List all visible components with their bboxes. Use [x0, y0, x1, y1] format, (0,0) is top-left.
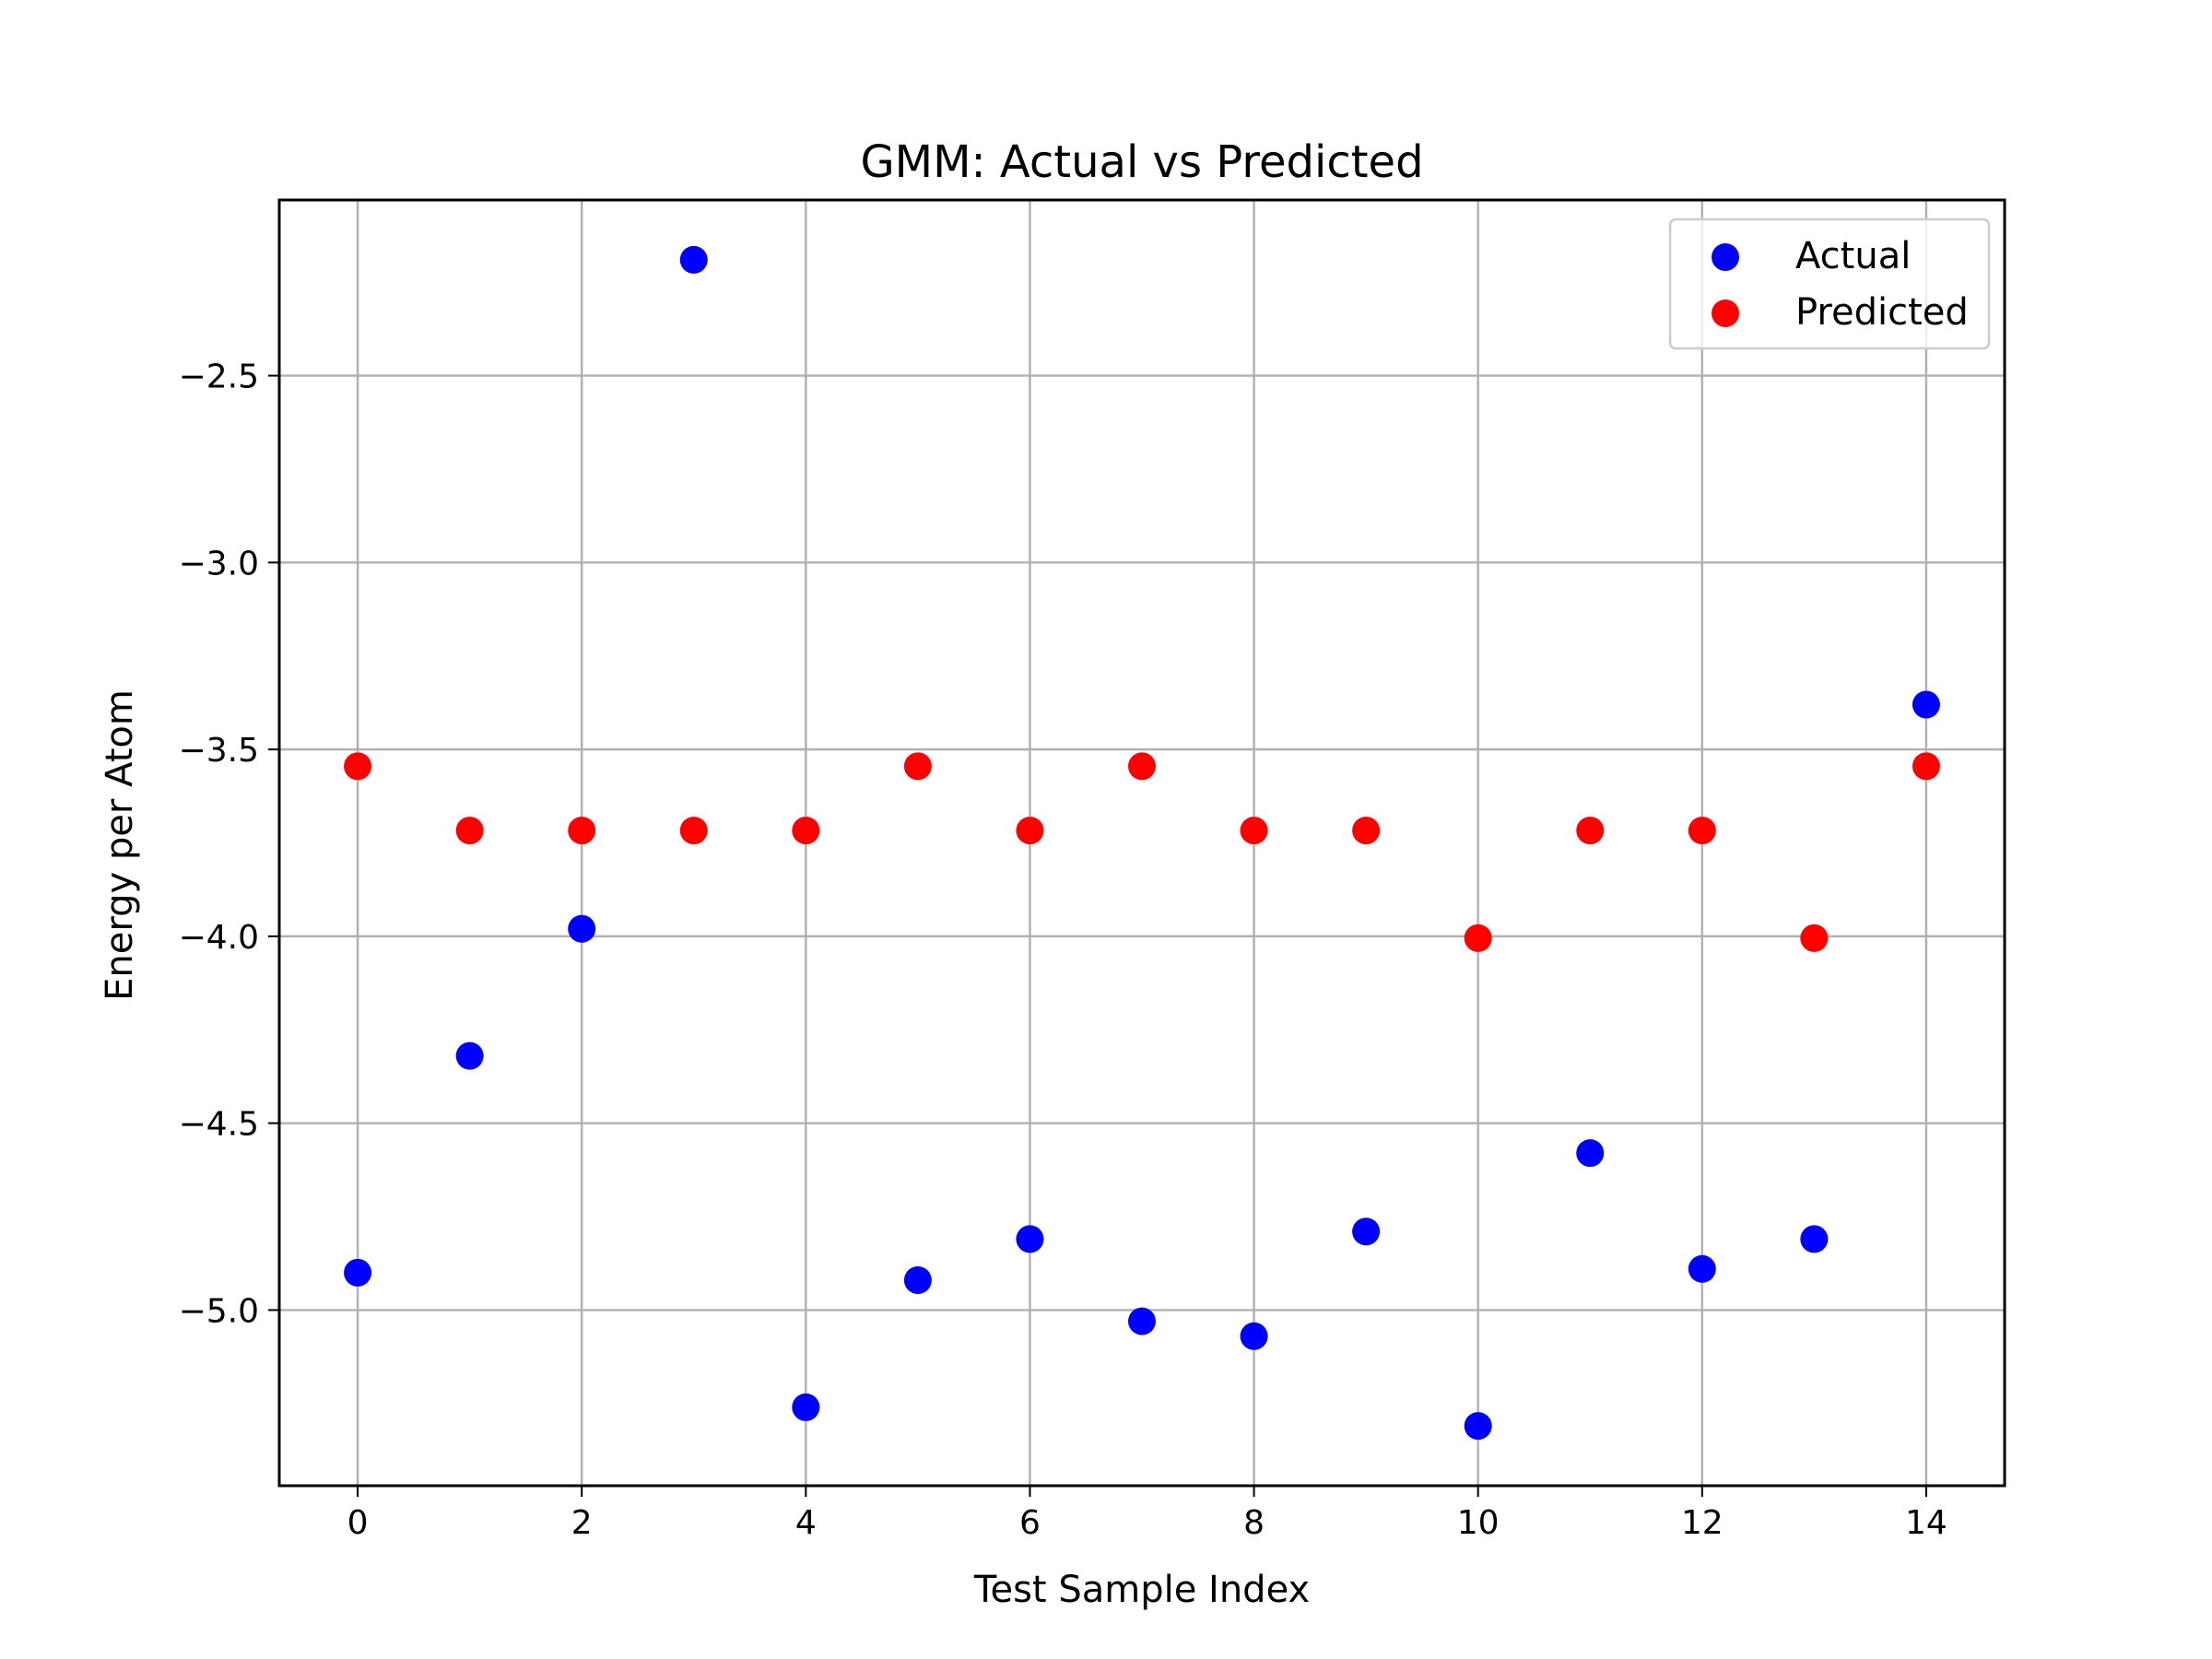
predicted-point	[903, 752, 932, 781]
predicted-point	[344, 752, 372, 781]
actual-point	[1576, 1139, 1605, 1168]
actual-point	[344, 1258, 372, 1287]
actual-point	[1240, 1322, 1268, 1350]
predicted-point	[1576, 817, 1605, 845]
y-axis-label: Energy per Atom	[99, 689, 141, 1001]
plot-frame	[277, 198, 2006, 1488]
predicted-point	[1352, 817, 1381, 845]
x-axis-label: Test Sample Index	[973, 1569, 1310, 1611]
predicted-point	[1240, 817, 1268, 845]
legend-marker-actual	[1712, 243, 1739, 271]
actual-point	[679, 245, 708, 274]
data-points	[344, 245, 1940, 1441]
predicted-point	[1912, 752, 1940, 781]
x-tick-label: 14	[1905, 1504, 1947, 1542]
legend: Actual Predicted	[1668, 218, 1991, 350]
actual-point	[455, 1041, 484, 1070]
actual-point	[568, 914, 596, 943]
predicted-point	[1688, 817, 1716, 845]
legend-marker-predicted	[1712, 300, 1739, 327]
chart-title: GMM: Actual vs Predicted	[860, 136, 1423, 188]
actual-point	[1800, 1225, 1829, 1253]
actual-point	[792, 1393, 820, 1421]
predicted-point	[1128, 752, 1156, 781]
actual-point	[1464, 1412, 1492, 1441]
axis-ticks: 0 2 4 6 8 10 12 14 −2.5 −3.0 −3.5 −4.0 −4.5 −5.0	[179, 359, 1947, 1542]
y-tick-label: −3.5	[179, 732, 259, 770]
predicted-point	[568, 817, 596, 845]
actual-point	[1128, 1307, 1156, 1335]
y-tick-label: −5.0	[179, 1292, 259, 1330]
x-tick-label: 12	[1681, 1504, 1724, 1542]
predicted-point	[679, 817, 708, 845]
legend-label-actual: Actual	[1795, 235, 1911, 277]
actual-point	[1352, 1218, 1381, 1246]
x-tick-label: 2	[571, 1504, 593, 1542]
x-tick-label: 4	[795, 1504, 817, 1542]
y-tick-label: −4.5	[179, 1106, 259, 1144]
y-tick-label: −4.0	[179, 919, 259, 957]
legend-box	[1668, 218, 1991, 350]
actual-point	[1688, 1254, 1716, 1283]
actual-point	[1016, 1225, 1044, 1253]
y-tick-label: −2.5	[179, 359, 259, 396]
x-tick-label: 6	[1019, 1504, 1041, 1542]
predicted-point	[792, 817, 820, 845]
predicted-point	[1464, 924, 1492, 952]
predicted-point	[1800, 924, 1829, 952]
legend-label-predicted: Predicted	[1795, 291, 1969, 334]
predicted-point	[455, 817, 484, 845]
x-tick-label: 8	[1243, 1504, 1265, 1542]
actual-point	[1912, 690, 1940, 719]
y-tick-label: −3.0	[179, 545, 259, 582]
predicted-point	[1016, 817, 1044, 845]
x-tick-label: 0	[347, 1504, 369, 1542]
actual-point	[903, 1265, 932, 1294]
x-tick-label: 10	[1457, 1504, 1500, 1542]
